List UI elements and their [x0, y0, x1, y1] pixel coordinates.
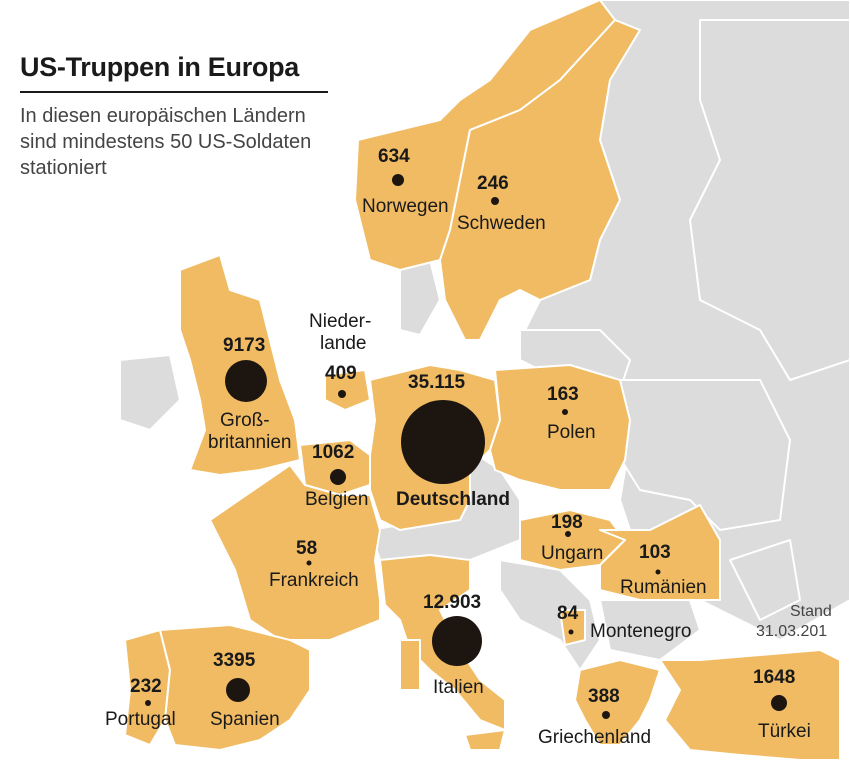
troops-belgien: 1062	[312, 442, 355, 463]
label-ungarn: Ungarn	[541, 543, 604, 564]
label-montenegro: Montenegro	[590, 621, 692, 642]
country-sizilien	[464, 729, 506, 751]
subtitle: In diesen europäischen Ländern sind mind…	[20, 105, 312, 179]
highlighted-countries	[124, 0, 841, 761]
bubble-schweden	[491, 197, 499, 205]
troop-bubbles	[145, 174, 787, 719]
troops-portugal: 232	[130, 676, 162, 697]
country-polen	[489, 364, 631, 491]
other-land	[119, 0, 850, 671]
bubble-portugal	[145, 700, 151, 706]
bubble-niederlande	[338, 390, 346, 398]
troops-polen: 163	[547, 384, 579, 405]
bubble-spanien	[226, 678, 250, 702]
troops-rumaenien: 103	[639, 542, 671, 563]
bubble-deutschland	[401, 400, 485, 484]
troops-tuerkei: 1648	[753, 667, 796, 688]
troops-grossbritannien: 9173	[223, 335, 266, 356]
footnote-date: 31.03.201	[756, 623, 828, 640]
troops-norwegen: 634	[378, 146, 410, 167]
label-niederlande-2: lande	[320, 333, 367, 354]
bubble-ungarn	[565, 531, 571, 537]
label-frankreich: Frankreich	[269, 570, 359, 591]
bubble-frankreich	[306, 560, 312, 566]
label-niederlande-1: Nieder-	[309, 311, 372, 332]
country-tuerkei	[659, 649, 841, 761]
bubble-norwegen	[392, 174, 404, 186]
label-griechenland: Griechenland	[538, 727, 652, 748]
label-grossbritannien-2: britannien	[208, 432, 292, 453]
bubble-belgien	[330, 469, 346, 485]
country-griechenland	[574, 659, 661, 746]
land-russia-east	[689, 19, 850, 381]
page-title: US-Truppen in Europa	[20, 52, 300, 82]
land-denmark	[399, 259, 441, 336]
label-schweden: Schweden	[457, 213, 546, 234]
label-grossbritannien-1: Groß-	[220, 410, 270, 431]
country-rumaenien	[599, 504, 721, 601]
label-tuerkei: Türkei	[758, 721, 811, 742]
country-montenegro	[559, 609, 586, 646]
label-deutschland: Deutschland	[396, 489, 511, 510]
title-rule	[20, 91, 328, 93]
troops-ungarn: 198	[551, 512, 583, 533]
label-norwegen: Norwegen	[362, 196, 449, 217]
land-sea-east	[729, 539, 801, 621]
troops-spanien: 3395	[213, 650, 256, 671]
troops-montenegro: 84	[557, 603, 579, 624]
footnote-stand: Stand	[790, 603, 832, 620]
troops-niederlande: 409	[325, 363, 357, 384]
bubble-griechenland	[602, 711, 610, 719]
label-spanien: Spanien	[210, 709, 280, 730]
troops-deutschland: 35.115	[408, 372, 466, 393]
country-niederlande	[324, 369, 371, 411]
label-portugal: Portugal	[105, 709, 176, 730]
troops-schweden: 246	[477, 173, 509, 194]
label-rumaenien: Rumänien	[620, 577, 707, 598]
bubble-polen	[562, 409, 568, 415]
label-polen: Polen	[547, 422, 596, 443]
bubble-tuerkei	[771, 695, 787, 711]
label-italien: Italien	[433, 677, 484, 698]
country-sardinien	[399, 639, 421, 691]
troops-italien: 12.903	[423, 592, 482, 613]
bubble-rumaenien	[655, 569, 661, 575]
country-schweden	[439, 19, 641, 341]
bubble-italien	[432, 616, 482, 666]
label-belgien: Belgien	[305, 489, 369, 510]
land-ireland	[119, 354, 181, 431]
bubble-montenegro	[568, 629, 574, 635]
troops-griechenland: 388	[588, 686, 620, 707]
bubble-grossbritannien	[225, 360, 267, 402]
country-frankreich	[209, 464, 381, 641]
troops-frankreich: 58	[296, 538, 318, 559]
